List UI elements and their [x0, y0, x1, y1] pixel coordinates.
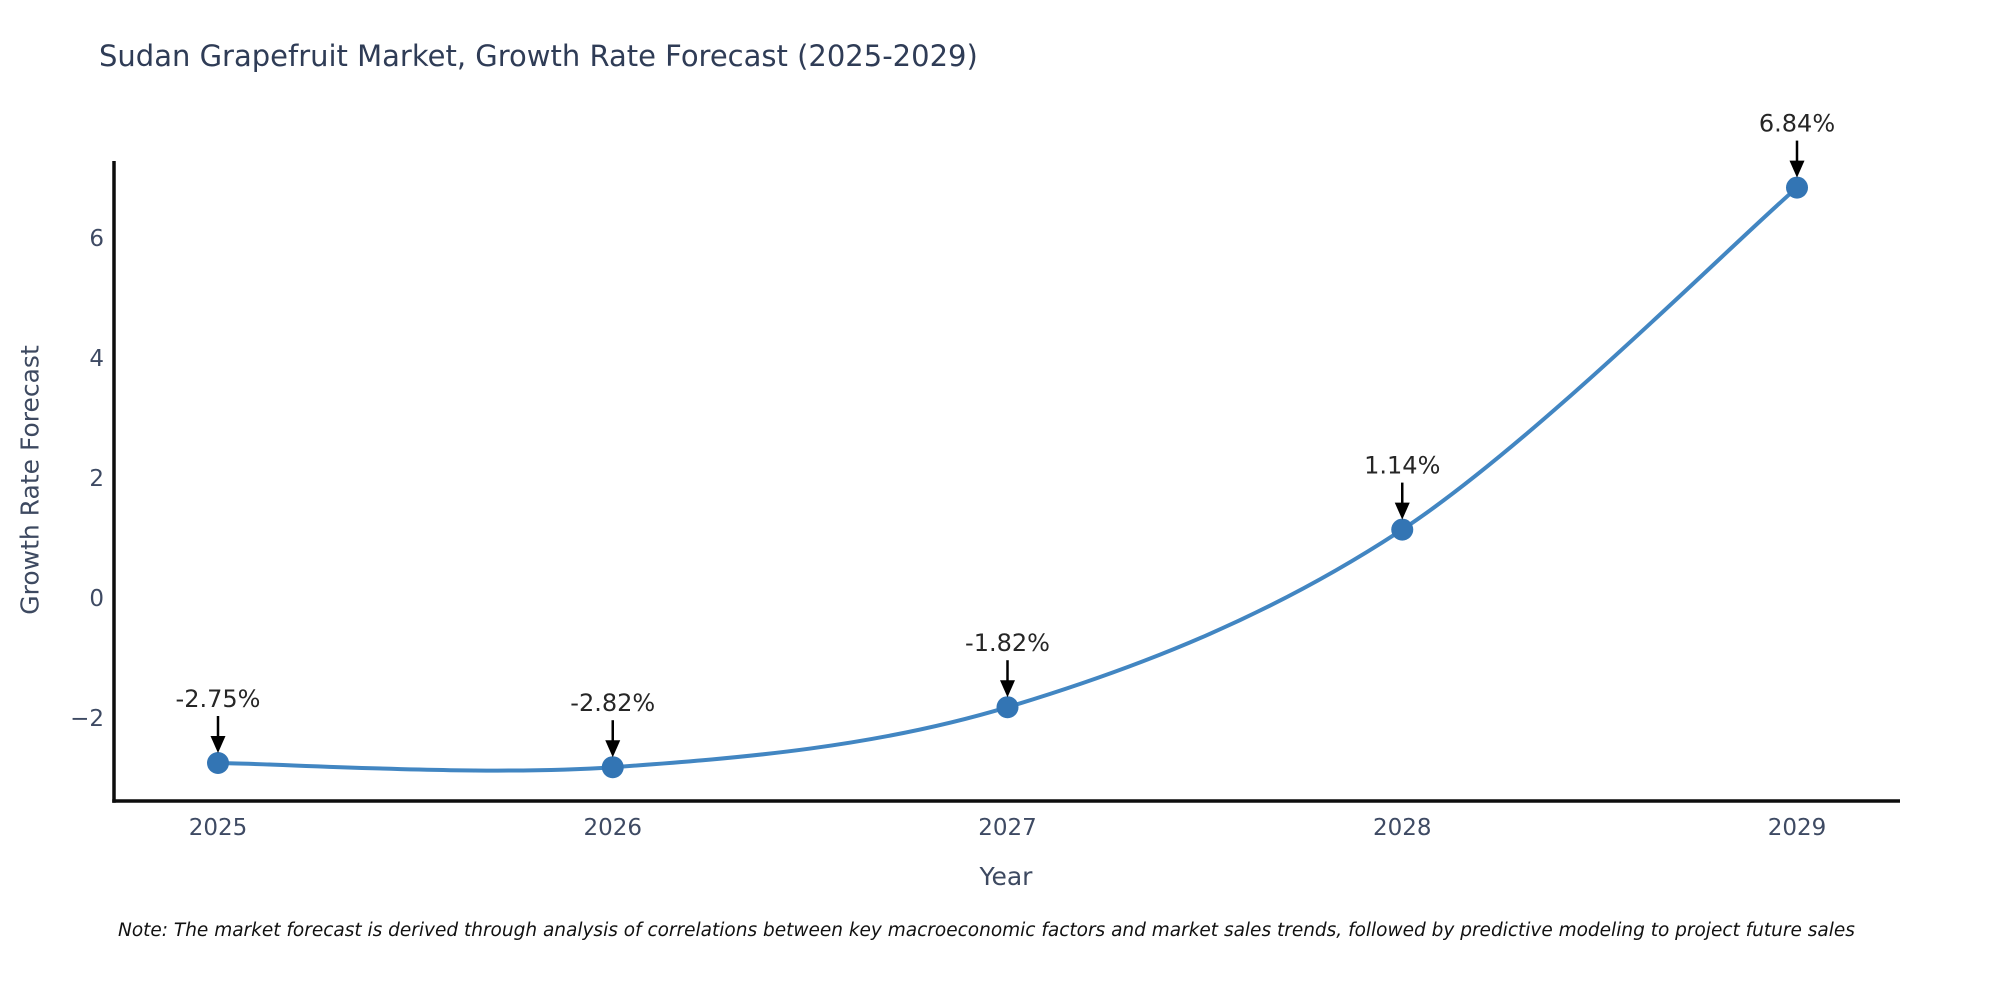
y-tick-label: 2: [89, 466, 104, 492]
data-point-2028: [1391, 518, 1414, 541]
y-tick-label: 4: [89, 346, 104, 372]
x-tick-label: 2027: [978, 815, 1037, 841]
data-point-2026: [601, 756, 624, 779]
y-tick-label: 0: [89, 586, 104, 612]
point-value-label: -2.75%: [176, 685, 261, 713]
x-tick-label: 2025: [189, 815, 248, 841]
chart-title: Sudan Grapefruit Market, Growth Rate For…: [99, 39, 978, 73]
footnote: Note: The market forecast is derived thr…: [118, 920, 1855, 941]
y-tick-label: −2: [70, 706, 104, 732]
x-tick-label: 2026: [583, 815, 642, 841]
annotation-arrowhead-icon: [1000, 680, 1015, 698]
x-tick-label: 2028: [1373, 815, 1432, 841]
data-point-2025: [207, 752, 229, 774]
point-value-label: -1.82%: [965, 629, 1050, 657]
annotation-arrowhead-icon: [210, 736, 226, 753]
data-point-2029: [1786, 176, 1808, 199]
x-tick-label: 2029: [1768, 815, 1827, 841]
annotation-arrowhead-icon: [1394, 502, 1410, 520]
point-value-label: -2.82%: [570, 689, 655, 717]
point-value-label: 1.14%: [1364, 452, 1440, 480]
x-axis-title: Year: [979, 862, 1033, 891]
data-point-2027: [996, 696, 1019, 719]
y-tick-label: 6: [89, 226, 104, 252]
point-value-label: 6.84%: [1759, 110, 1835, 138]
annotation-arrowhead-icon: [1789, 160, 1805, 178]
annotation-arrowhead-icon: [605, 740, 621, 758]
